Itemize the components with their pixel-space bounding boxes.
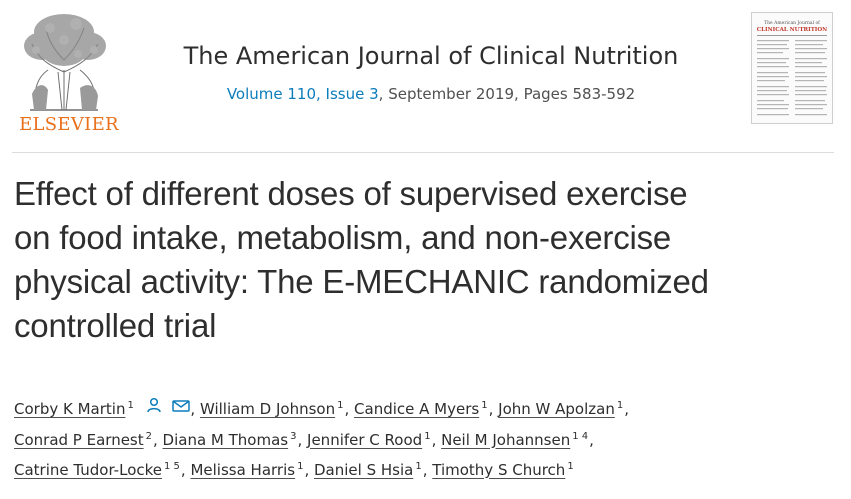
affiliation-marker: 1 4 (572, 430, 589, 442)
author-separator: , (624, 400, 629, 418)
article-title-line: physical activity: The E-MECHANIC random… (14, 263, 709, 300)
affiliation-marker: 1 5 (164, 460, 180, 472)
author-link[interactable]: Melissa Harris (190, 460, 296, 479)
author-separator: , (488, 400, 499, 418)
article-title-line: on food intake, metabolism, and non-exer… (14, 219, 672, 256)
publication-date-pages: , September 2019, Pages 583-592 (378, 85, 636, 103)
author-link[interactable]: Daniel S Hsia (314, 460, 414, 479)
author-separator: , (190, 400, 200, 418)
publisher-logo[interactable]: ELSEVIER (10, 10, 119, 135)
author-link[interactable]: Diana M Thomas (162, 430, 289, 449)
article-title-line: controlled trial (14, 307, 217, 344)
author-link[interactable]: John W Apolzan (498, 400, 615, 418)
volume-issue-link[interactable]: Volume 110, Issue 3 (226, 85, 379, 103)
author-link[interactable]: Catrine Tudor-Locke (14, 460, 162, 479)
journal-cover-thumbnail[interactable]: The American Journal of CLINICAL NUTRITI… (751, 12, 833, 124)
affiliation-marker: 1 (424, 430, 431, 442)
author-link[interactable]: Neil M Johannsen (441, 430, 571, 449)
author-separator: , (431, 430, 442, 449)
author-separator: , (297, 430, 308, 449)
envelope-icon[interactable] (172, 393, 191, 423)
cover-image: The American Journal of CLINICAL NUTRITI… (752, 13, 832, 123)
journal-header: ELSEVIER The American Journal of Clinica… (0, 0, 851, 152)
cover-title-small: The American Journal of (764, 20, 820, 26)
person-icon[interactable] (146, 393, 162, 423)
author-link[interactable]: Conrad P Earnest (14, 430, 144, 449)
cover-title-large: CLINICAL NUTRITION (757, 27, 827, 33)
article-title-line: Effect of different doses of supervised … (14, 175, 688, 212)
author-separator: , (153, 430, 163, 449)
elsevier-tree-logo (24, 14, 106, 111)
affiliation-marker: 1 (127, 400, 134, 411)
journal-meta: Volume 110, Issue 3, September 2019, Pag… (118, 85, 744, 103)
affiliation-marker: 1 (481, 400, 488, 411)
author-link[interactable]: Jennifer C Rood (307, 430, 423, 449)
author-separator: , (422, 460, 433, 479)
publisher-name: ELSEVIER (19, 114, 119, 135)
author-line: Conrad P Earnest 2, Diana M Thomas 3, Jenn… (14, 425, 844, 455)
author-list: Corby K Martin 1 , William D Johnson 1, Ca… (14, 394, 844, 485)
affiliation-marker: 1 (567, 460, 574, 472)
journal-title[interactable]: The American Journal of Clinical Nutriti… (183, 42, 679, 70)
affiliation-marker: 1 (616, 400, 624, 411)
affiliation-marker: 3 (290, 430, 297, 442)
author-separator: , (180, 460, 191, 479)
author-link[interactable]: William D Johnson (199, 400, 336, 418)
header-divider (12, 152, 834, 153)
article-title: Effect of different doses of supervised … (14, 172, 844, 348)
author-line: Catrine Tudor-Locke 1 5, Melissa Harris 1,… (14, 455, 844, 485)
affiliation-marker: 1 (415, 460, 422, 472)
author-line: Corby K Martin 1 , William D Johnson 1, Ca… (14, 394, 844, 425)
author-separator: , (344, 400, 355, 418)
author-separator: , (304, 460, 314, 479)
affiliation-marker: 2 (145, 430, 152, 442)
affiliation-marker: 1 (337, 400, 344, 411)
author-separator: , (589, 430, 594, 449)
author-link[interactable]: Timothy S Church (432, 460, 566, 479)
author-link[interactable]: Corby K Martin (14, 400, 126, 418)
author-link[interactable]: Candice A Myers (354, 400, 480, 418)
affiliation-marker: 1 (297, 460, 304, 472)
